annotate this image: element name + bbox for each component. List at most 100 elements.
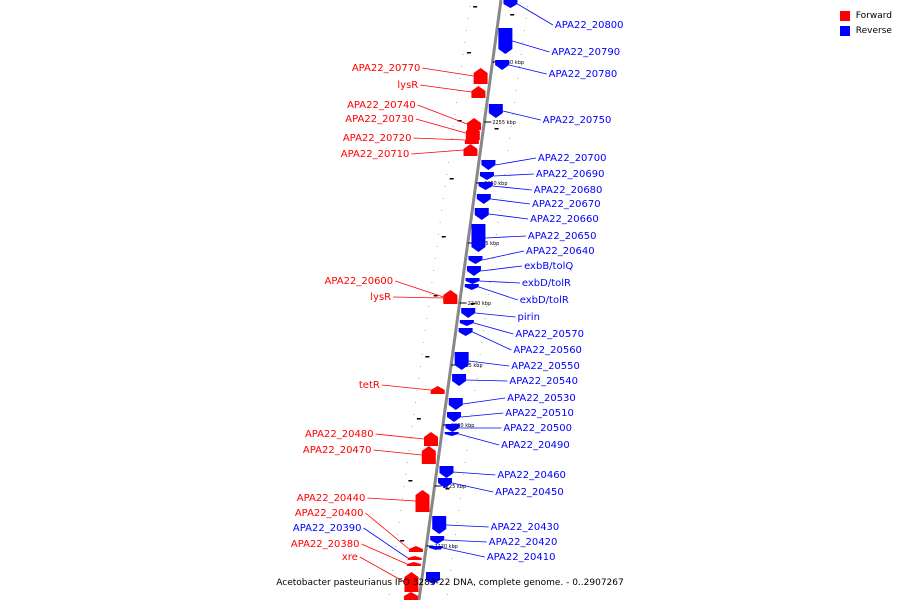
minor-dash (416, 418, 421, 420)
scale-tick-label: 2260 kbp (501, 60, 525, 66)
gene-label-reverse: APA22_20780 (549, 69, 618, 80)
guide-dot (390, 582, 392, 583)
gene-label-forward: APA22_20440 (297, 493, 366, 504)
gene-label-reverse: pirin (518, 312, 540, 323)
leader-line (422, 67, 474, 77)
scale-ticks: 2260 kbp 2255 kbp 2250 kbp 2245 kbp 2240 kbp… (426, 60, 524, 550)
reverse-gene (448, 398, 463, 410)
guide-dot (403, 486, 405, 487)
leader-line (473, 322, 514, 335)
leader-line (485, 235, 526, 239)
guide-dot (502, 186, 504, 187)
leader-line (479, 280, 520, 284)
gene-label-reverse: exbB/tolQ (524, 261, 573, 272)
gene-label-forward: APA22_20470 (303, 445, 372, 456)
guide-dot (466, 450, 468, 451)
guide-dot (509, 138, 511, 139)
guide-dot (463, 474, 465, 475)
guide-dot (484, 318, 486, 319)
gene-label-forward: lysR (370, 292, 391, 303)
guide-dot (497, 222, 499, 223)
guide-dot (434, 258, 436, 259)
guide-dot (418, 378, 420, 379)
gene-label-reverse: APA22_20550 (511, 361, 580, 372)
minor-dash (433, 295, 438, 297)
guide-dot (458, 510, 460, 511)
guide-dot (504, 174, 506, 175)
reverse-gene (464, 284, 479, 290)
genome-caption: Acetobacter pasteurianus IFO 3283-22 DNA… (276, 578, 624, 588)
leader-line (480, 265, 523, 272)
guide-dot (446, 594, 448, 595)
forward-gene (423, 432, 438, 446)
guide-dot (392, 570, 394, 571)
guide-dot (438, 234, 440, 235)
guide-dot (494, 246, 496, 247)
leader-line (361, 543, 408, 565)
leader-line (488, 213, 529, 220)
leader-line (444, 539, 487, 543)
leader-line (502, 110, 541, 121)
reverse-gene (474, 208, 489, 220)
leader-line (411, 149, 464, 155)
gene-label-reverse: APA22_20530 (507, 393, 576, 404)
minor-dash (445, 488, 450, 490)
guide-dot (421, 354, 423, 355)
leader-line (451, 482, 494, 493)
gene-labels: APA22_20800 APA22_20790 APA22_20780 APA22_2… (291, 20, 624, 563)
forward-gene (421, 446, 436, 464)
gene-label-reverse: APA22_20560 (513, 345, 582, 356)
guide-dot (454, 114, 456, 115)
guide-dot (476, 378, 478, 379)
leader-line (417, 104, 468, 125)
guide-dot (426, 318, 428, 319)
gene-label-forward: APA22_20400 (295, 508, 364, 519)
guide-dot (442, 198, 444, 199)
forward-gene (407, 556, 422, 560)
gene-label-forward: xre (342, 552, 358, 563)
reverse-gene (488, 104, 503, 118)
guide-dot (459, 498, 461, 499)
guide-dot (469, 426, 471, 427)
reverse-gene (476, 194, 491, 204)
gene-label-reverse: APA22_20670 (532, 199, 601, 210)
guide-dot (451, 138, 453, 139)
gene-label-reverse: APA22_20570 (515, 329, 584, 340)
reverse-gene (465, 278, 480, 284)
guide-dot (436, 246, 438, 247)
reverse-gene (429, 546, 444, 550)
leader-line (363, 527, 408, 559)
forward-gene (404, 592, 418, 600)
guide-dot (456, 102, 458, 103)
scale-tick-label: 2255 kbp (492, 120, 516, 126)
leader-line (365, 512, 410, 550)
guide-dot (491, 270, 493, 271)
forward-gene (463, 144, 478, 156)
guide-dot (517, 78, 519, 79)
leader-line (446, 524, 489, 528)
minor-dash (408, 480, 413, 482)
leader-line (395, 280, 444, 298)
guide-dot (448, 582, 450, 583)
gene-label-reverse: APA22_20390 (293, 523, 362, 534)
minor-dash (494, 128, 499, 130)
scale-tick-label: 2220 kbp (434, 544, 458, 550)
gene-label-reverse: APA22_20450 (495, 487, 564, 498)
guide-dot (452, 126, 454, 127)
guide-dot (505, 162, 507, 163)
forward-gene (473, 68, 488, 84)
guide-dot (464, 42, 466, 43)
gene-label-reverse: APA22_20700 (538, 153, 607, 164)
guide-dot (496, 234, 498, 235)
guide-dot (527, 6, 529, 7)
gene-label-forward: APA22_20730 (345, 114, 414, 125)
scale-tick-label: 2230 kbp (451, 423, 475, 429)
guide-dot (410, 438, 412, 439)
guide-dot (479, 354, 481, 355)
forward-gene (408, 546, 423, 552)
guide-dot (525, 18, 527, 19)
reverse-gene (430, 536, 445, 544)
reverse-gene (479, 172, 494, 180)
minor-dash (473, 6, 478, 8)
guide-dot (500, 198, 502, 199)
